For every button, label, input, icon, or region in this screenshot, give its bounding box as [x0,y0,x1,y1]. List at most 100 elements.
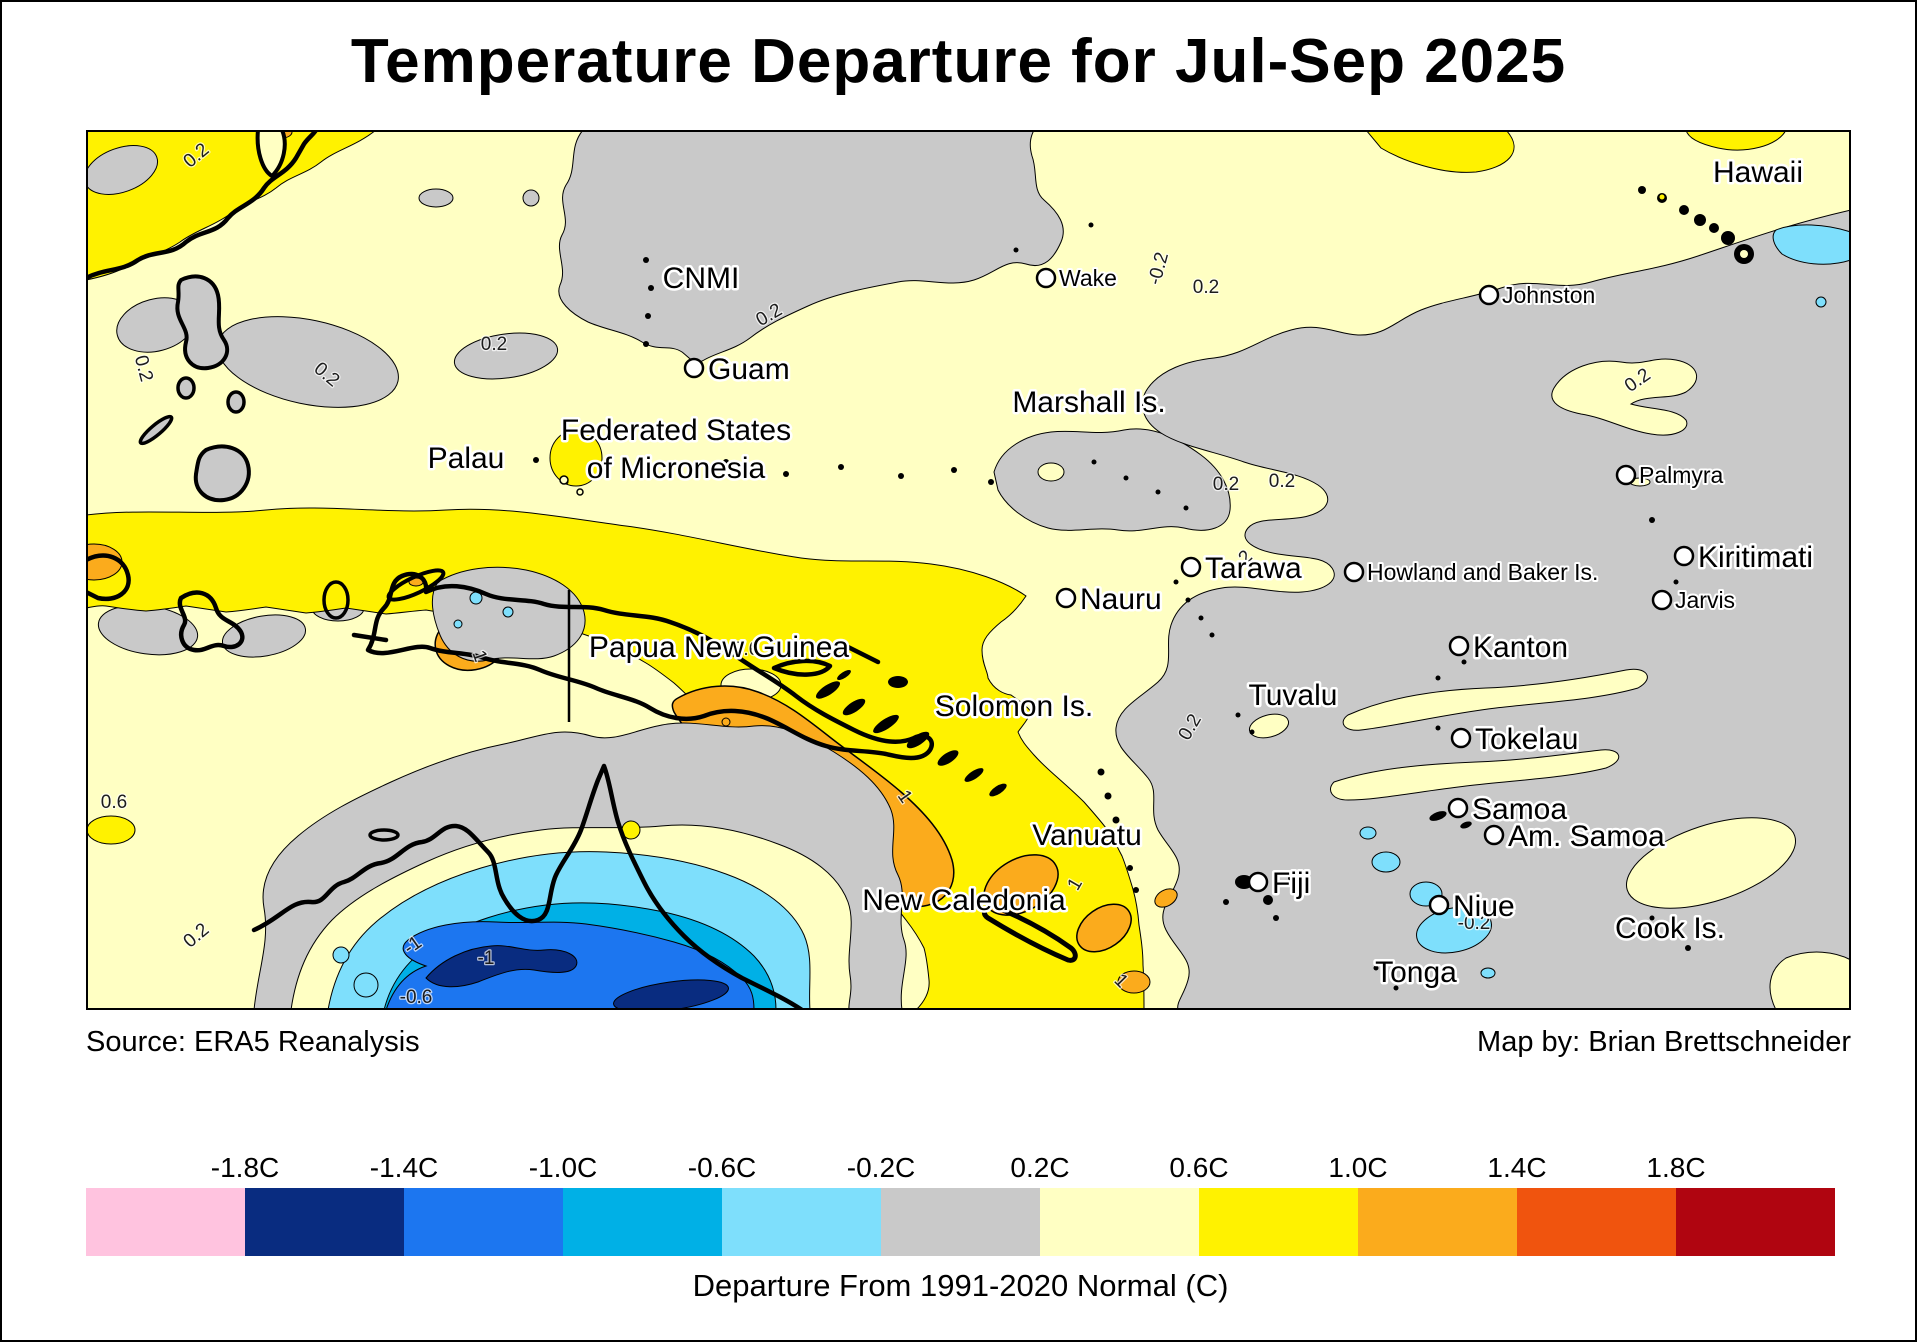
contour-label: 0.6 [733,639,759,660]
region-australia-cool [253,722,907,1010]
legend-color-seg-5 [881,1188,1040,1256]
place-markers [683,267,1695,916]
coastlines [86,130,1078,1010]
legend-tick-5: 0.2C [1010,1152,1070,1183]
contour-label: -1 [478,948,495,969]
legend-color-seg-2 [404,1188,563,1256]
place-label-palau: Palau [428,442,505,475]
coast-samar [226,390,246,414]
coast-new-caledonia [981,902,1078,963]
coast-new-ireland [835,639,881,665]
coast-new-guinea [365,571,934,761]
legend-tick-6: 0.6C [1169,1152,1229,1183]
place-marker-kanton [1448,635,1470,657]
legend-tick-labels: -1.8C -1.4C -1.0C -0.6C -0.2C 0.2C 0.6C 1.0C 1.4… [86,1148,1835,1186]
legend-tick-8: 1.4C [1487,1152,1547,1183]
place-marker-tarawa [1180,556,1202,578]
legend-colorbar [86,1188,1835,1256]
place-label-kanton: Kanton [1473,631,1568,664]
coast-china [86,130,319,281]
place-label-papua-new-guinea: Papua New Guinea [589,631,849,664]
legend-title: Departure From 1991-2020 Normal (C) [692,1268,1229,1303]
place-label-federated-states-of-micronesia: Federated States [561,414,791,447]
place-label-guam: Guam [708,353,790,386]
place-label-tuvalu: Tuvalu [1249,679,1338,712]
legend-color-seg-8 [1358,1188,1517,1256]
place-label-fiji: Fiji [1272,867,1310,900]
place-label-tokelau: Tokelau [1475,723,1578,756]
contour-label: 0.2 [130,353,157,384]
place-marker-samoa [1447,797,1469,819]
place-label-solomon-is-: Solomon Is. [935,690,1093,723]
contour-label: 0.2 [1213,474,1239,495]
place-label-tonga: Tonga [1375,956,1457,989]
place-labels: CNMI Guam Wake Johnston Hawaii Marshall Is. Pa… [425,154,1815,992]
place-marker-wake [1035,267,1057,289]
legend-color-seg-1 [245,1188,404,1256]
place-marker-johnston [1478,284,1500,306]
page-title: Temperature Departure for Jul-Sep 2025 [350,27,1567,96]
place-label-tarawa: Tarawa [1205,552,1302,585]
place-label-cnmi: CNMI [663,262,740,295]
legend-tick-3: -0.6C [687,1152,757,1183]
region-gray-patches [86,145,559,658]
contour-label: 0.6 [101,792,127,813]
contour-label: 0.2 [481,334,507,355]
legend-color-seg-7 [1199,1188,1358,1256]
legend-color-seg-0 [86,1188,245,1256]
legend-tick-2: -1.0C [528,1152,598,1183]
coast-taiwan [255,130,287,178]
place-label-wake: Wake [1059,265,1117,291]
legend: -1.8C -1.4C -1.0C -0.6C -0.2C 0.2C 0.6C 1.0C 1.4… [86,1148,1835,1304]
region-cool-patches-east [1359,224,1851,979]
coast-mindanao [193,444,251,503]
place-label-niue: Niue [1453,890,1515,923]
place-label-jarvis: Jarvis [1675,587,1735,613]
place-marker-guam [683,357,705,379]
legend-color-seg-4 [722,1188,881,1256]
place-label-vanuatu: Vanuatu [1032,819,1142,852]
coast-palawan [138,414,174,446]
coast-borneo-tip [86,553,131,602]
coast-halmahera [322,580,350,620]
region-pale-holes [1248,358,1851,1010]
place-label-johnston: Johnston [1502,282,1595,308]
contour-label: 0.2 [1193,277,1219,298]
legend-color-seg-6 [1040,1188,1199,1256]
place-marker-jarvis [1651,589,1673,611]
region-gray-guam-blob [558,130,1064,363]
place-label-palmyra: Palmyra [1639,462,1724,488]
contour-label: -0.2 [1458,913,1491,934]
place-marker-howland-and-baker-is- [1343,561,1365,583]
legend-color-seg-9 [1517,1188,1676,1256]
region-gray-marshall-blob [993,428,1231,532]
contour-label: 0.2 [1269,471,1295,492]
coast-mindoro [176,376,196,400]
map-canvas: 0.20.2 0.20.20.2-0.20.20.2 0.20.20.20.61 0.… [86,130,1851,1010]
legend-color-seg-10 [1676,1188,1835,1256]
place-label-kiritimati: Kiritimati [1698,541,1813,574]
place-label-samoa: Samoa [1472,793,1567,826]
footer-row: Source: ERA5 Reanalysis Map by: Brian Br… [86,1026,1851,1059]
place-label-nauru: Nauru [1080,583,1162,616]
place-label-cook-is-: Cook Is. [1615,912,1725,945]
credit-note: Map by: Brian Brettschneider [1477,1026,1851,1058]
legend-tick-4: -0.2C [846,1152,916,1183]
place-marker-kiritimati [1673,545,1695,567]
place-label-new-caledonia: New Caledonia [862,884,1066,917]
map-area: 0.2 0.2 0.2 0.2 0.2 -0.2 0.2 0.2 0.2 0.2 0.2 0.6 1 0.… [86,130,1851,1010]
legend-color-seg-3 [563,1188,722,1256]
map-border [86,130,1851,1010]
region-gray-east-mass [1115,209,1851,1010]
coast-sulawesi [177,590,245,653]
contour-label: -0.6 [400,987,433,1008]
legend-tick-1: -1.4C [369,1152,439,1183]
place-label-marshall-is-: Marshall Is. [1012,386,1165,419]
place-label-am-samoa: Am. Samoa [1508,820,1665,853]
coast-new-britain [771,658,833,677]
place-label-howland-and-baker-is-: Howland and Baker Is. [1367,559,1598,585]
place-marker-fiji [1247,871,1269,893]
place-marker-nauru [1055,587,1077,609]
place-marker-tokelau [1450,727,1472,749]
